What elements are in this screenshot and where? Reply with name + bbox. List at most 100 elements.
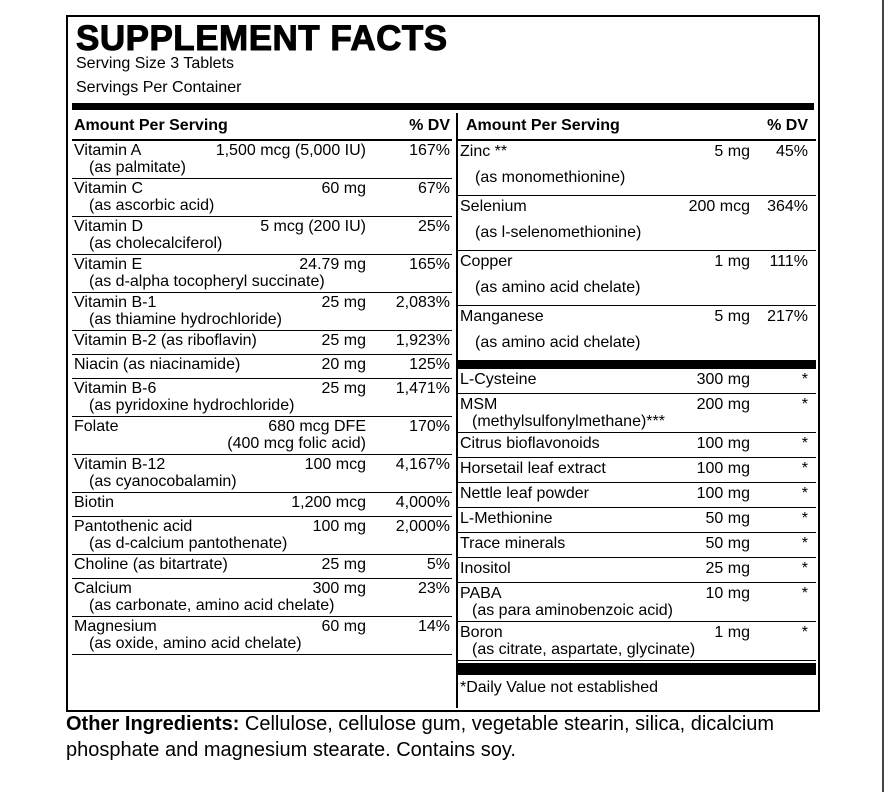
amount: 100 mg [312,518,366,535]
amount: 300 mg [696,371,750,388]
daily-value: * [801,510,808,527]
nutrient-name: Boron [460,624,503,641]
nutrient-name: Magnesium [74,618,157,635]
nutrient-name: Folate [74,418,119,435]
nutrient-row: Zinc ** 5 mg 45% (as monomethionine) [458,141,816,196]
amount-header: Amount Per Serving [466,117,620,134]
row-line: Vitamin B-2 (as riboflavin) 25 mg 1,923% [74,332,450,349]
daily-value: * [801,460,808,477]
nutrient-name: Zinc ** [460,143,508,160]
row-line: Vitamin D 5 mcg (200 IU) 25% [74,218,450,235]
amount: 200 mcg [688,198,750,215]
daily-value: 25% [417,218,450,235]
nutrient-note: (as citrate, aspartate, glycinate) [472,641,696,658]
title: SUPPLEMENT FACTS [76,19,448,59]
nutrient-name: Citrus bioflavonoids [460,435,600,452]
row-line: Folate 680 mcg DFE 170% [74,418,450,435]
daily-value: * [801,396,808,413]
row-line: Calcium 300 mg 23% [74,580,450,597]
nutrient-name: Calcium [74,580,132,597]
nutrient-name: Niacin (as niacinamide) [74,356,241,373]
amount: 60 mg [321,618,366,635]
row-line: Vitamin A 1,500 mcg (5,000 IU) 167% [74,142,450,159]
amount: 100 mg [696,435,750,452]
row-line: Vitamin E 24.79 mg 165% [74,256,450,273]
nutrient-row: Vitamin B-6 25 mg 1,471% (as pyridoxine hyd… [72,379,452,417]
nutrient-row: Niacin (as niacinamide) 20 mg 125% [72,355,452,379]
servings-per-container: Servings Per Container [76,79,242,96]
daily-value: 1,471% [395,380,450,397]
serving-size: Serving Size 3 Tablets [76,55,235,72]
nutrient-note: (as cyanocobalamin) [89,473,237,490]
nutrient-name: Inositol [460,560,511,577]
dv-header: % DV [409,117,450,134]
amount: 200 mg [696,396,750,413]
row-line: Boron 1 mg * [460,624,808,641]
row-line: Pantothenic acid 100 mg 2,000% [74,518,450,535]
daily-value: 45% [775,143,808,160]
divider-bar [458,663,816,675]
nutrient-name: Vitamin C [74,180,144,197]
daily-value: * [801,585,808,602]
nutrient-note: (as pyridoxine hydrochloride) [89,397,295,414]
footnote: *Daily Value not established [460,679,659,696]
nutrient-note: (as amino acid chelate) [475,279,641,296]
nutrient-row: Magnesium 60 mg 14% (as oxide, amino acid c… [72,617,452,655]
nutrient-row: Vitamin B-2 (as riboflavin) 25 mg 1,923% [72,331,452,355]
nutrient-note: (as amino acid chelate) [475,334,641,351]
amount: 100 mcg [304,456,366,473]
nutrient-row: Biotin 1,200 mcg 4,000% [72,493,452,517]
nutrient-row: MSM 200 mg * (methylsulfonylmethane)*** [458,394,816,433]
amount: 25 mg [321,556,366,573]
row-line: Biotin 1,200 mcg 4,000% [74,494,450,511]
nutrient-name: Manganese [460,308,544,325]
daily-value: 14% [417,618,450,635]
row-line: Trace minerals 50 mg * [460,535,808,552]
row-line: Zinc ** 5 mg 45% [460,143,808,160]
row-line: Manganese 5 mg 217% [460,308,808,325]
row-line: Niacin (as niacinamide) 20 mg 125% [74,356,450,373]
daily-value: * [801,435,808,452]
other-text: Cellulose, cellulose gum, vegetable stea… [66,713,775,761]
nutrient-row: Vitamin B-1 25 mg 2,083% (as thiamine hydro… [72,293,452,331]
daily-value: 4,000% [395,494,450,511]
row-line: Inositol 25 mg * [460,560,808,577]
divider-bar [458,361,816,369]
nutrient-row: Boron 1 mg * (as citrate, aspartate, glycin… [458,622,816,661]
nutrient-note: (400 mcg folic acid) [227,435,366,452]
amount: 50 mg [705,535,750,552]
daily-value: 1,923% [395,332,450,349]
nutrient-row: Citrus bioflavonoids 100 mg * [458,433,816,458]
nutrient-note: (methylsulfonylmethane)*** [472,413,665,430]
column-header: Amount Per Serving % DV [458,113,816,141]
row-line: PABA 10 mg * [460,585,808,602]
daily-value: 165% [409,256,450,273]
right-column: Amount Per Serving % DV Zinc ** 5 mg 45% (a… [456,113,816,708]
row-line: Horsetail leaf extract 100 mg * [460,460,808,477]
nutrient-row: Nettle leaf powder 100 mg * [458,483,816,508]
nutrient-name: Trace minerals [460,535,566,552]
nutrient-name: Vitamin E [74,256,143,273]
nutrient-note: (as d-alpha tocopheryl succinate) [89,273,325,290]
nutrient-note: (as l-selenomethionine) [475,224,642,241]
other-rows: L-Cysteine 300 mg * MSM 200 mg * (methylsulfon… [458,369,816,661]
nutrient-row: L-Methionine 50 mg * [458,508,816,533]
facts-panel: SUPPLEMENT FACTS Serving Size 3 Tablets … [66,15,820,712]
nutrient-name: Vitamin D [74,218,144,235]
nutrient-note: (as cholecalciferol) [89,235,223,252]
amount: 24.79 mg [299,256,366,273]
row-line: Citrus bioflavonoids 100 mg * [460,435,808,452]
dv-header: % DV [767,117,808,134]
amount: 25 mg [705,560,750,577]
daily-value: * [801,624,808,641]
daily-value: * [801,560,808,577]
nutrient-name: Choline (as bitartrate) [74,556,228,573]
nutrient-row: Copper 1 mg 111% (as amino acid chelate) [458,251,816,306]
nutrient-row: Selenium 200 mcg 364% (as l-selenomethionin… [458,196,816,251]
nutrient-name: Vitamin A [74,142,142,159]
nutrient-name: Vitamin B-12 [74,456,166,473]
daily-value: 111% [769,253,808,270]
nutrient-name: MSM [460,396,498,413]
amount: 1,200 mcg [291,494,366,511]
other-label: Other Ingredients: [66,713,240,735]
